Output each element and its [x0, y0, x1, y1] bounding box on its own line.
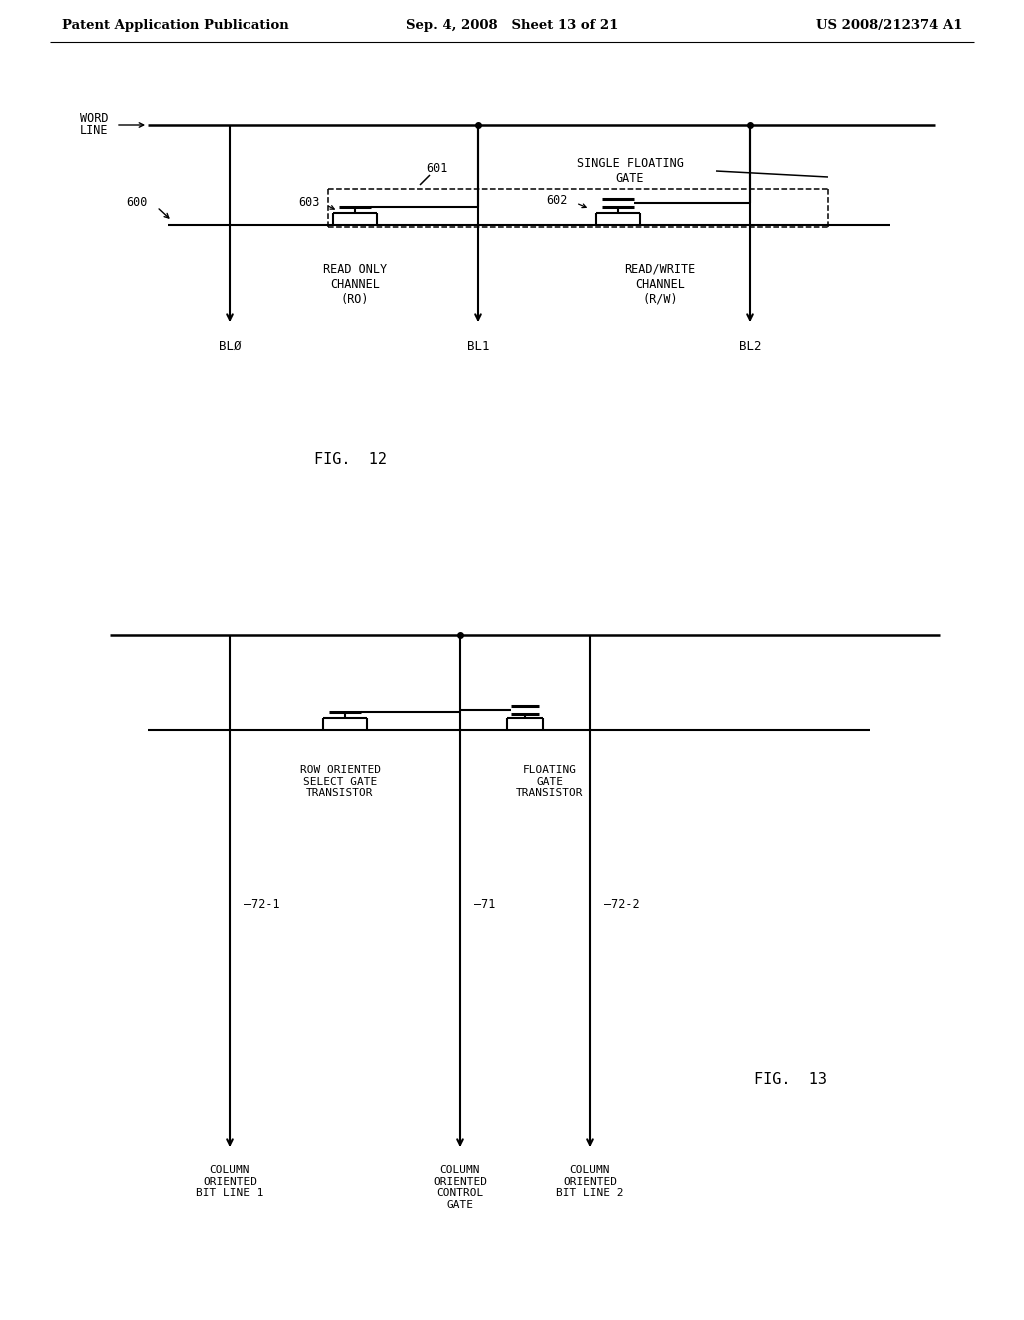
Text: WORD: WORD [80, 112, 108, 125]
Text: 603: 603 [299, 197, 319, 210]
Text: Sep. 4, 2008   Sheet 13 of 21: Sep. 4, 2008 Sheet 13 of 21 [406, 18, 618, 32]
Text: READ ONLY
CHANNEL
(RO): READ ONLY CHANNEL (RO) [323, 263, 387, 306]
Text: SINGLE FLOATING
GATE: SINGLE FLOATING GATE [577, 157, 683, 185]
Text: 601: 601 [426, 162, 447, 176]
Text: 602: 602 [547, 194, 568, 207]
Text: FIG.  13: FIG. 13 [754, 1072, 826, 1088]
Text: FIG.  12: FIG. 12 [313, 453, 386, 467]
Text: BL2: BL2 [738, 341, 761, 352]
Text: 600: 600 [127, 197, 148, 210]
Text: FLOATING
GATE
TRANSISTOR: FLOATING GATE TRANSISTOR [516, 766, 584, 799]
Text: —71: —71 [474, 899, 496, 912]
Text: —72-2: —72-2 [604, 899, 640, 912]
Text: Patent Application Publication: Patent Application Publication [62, 18, 289, 32]
Text: BLØ: BLØ [219, 341, 242, 352]
Text: COLUMN
ORIENTED
BIT LINE 2: COLUMN ORIENTED BIT LINE 2 [556, 1166, 624, 1199]
Text: READ/WRITE
CHANNEL
(R/W): READ/WRITE CHANNEL (R/W) [625, 263, 695, 306]
Text: US 2008/212374 A1: US 2008/212374 A1 [815, 18, 962, 32]
Text: COLUMN
ORIENTED
CONTROL
GATE: COLUMN ORIENTED CONTROL GATE [433, 1166, 487, 1210]
Text: LINE: LINE [80, 124, 108, 137]
Text: COLUMN
ORIENTED
BIT LINE 1: COLUMN ORIENTED BIT LINE 1 [197, 1166, 264, 1199]
Text: BL1: BL1 [467, 341, 489, 352]
Text: —72-1: —72-1 [244, 899, 280, 912]
Text: ROW ORIENTED
SELECT GATE
TRANSISTOR: ROW ORIENTED SELECT GATE TRANSISTOR [299, 766, 381, 799]
